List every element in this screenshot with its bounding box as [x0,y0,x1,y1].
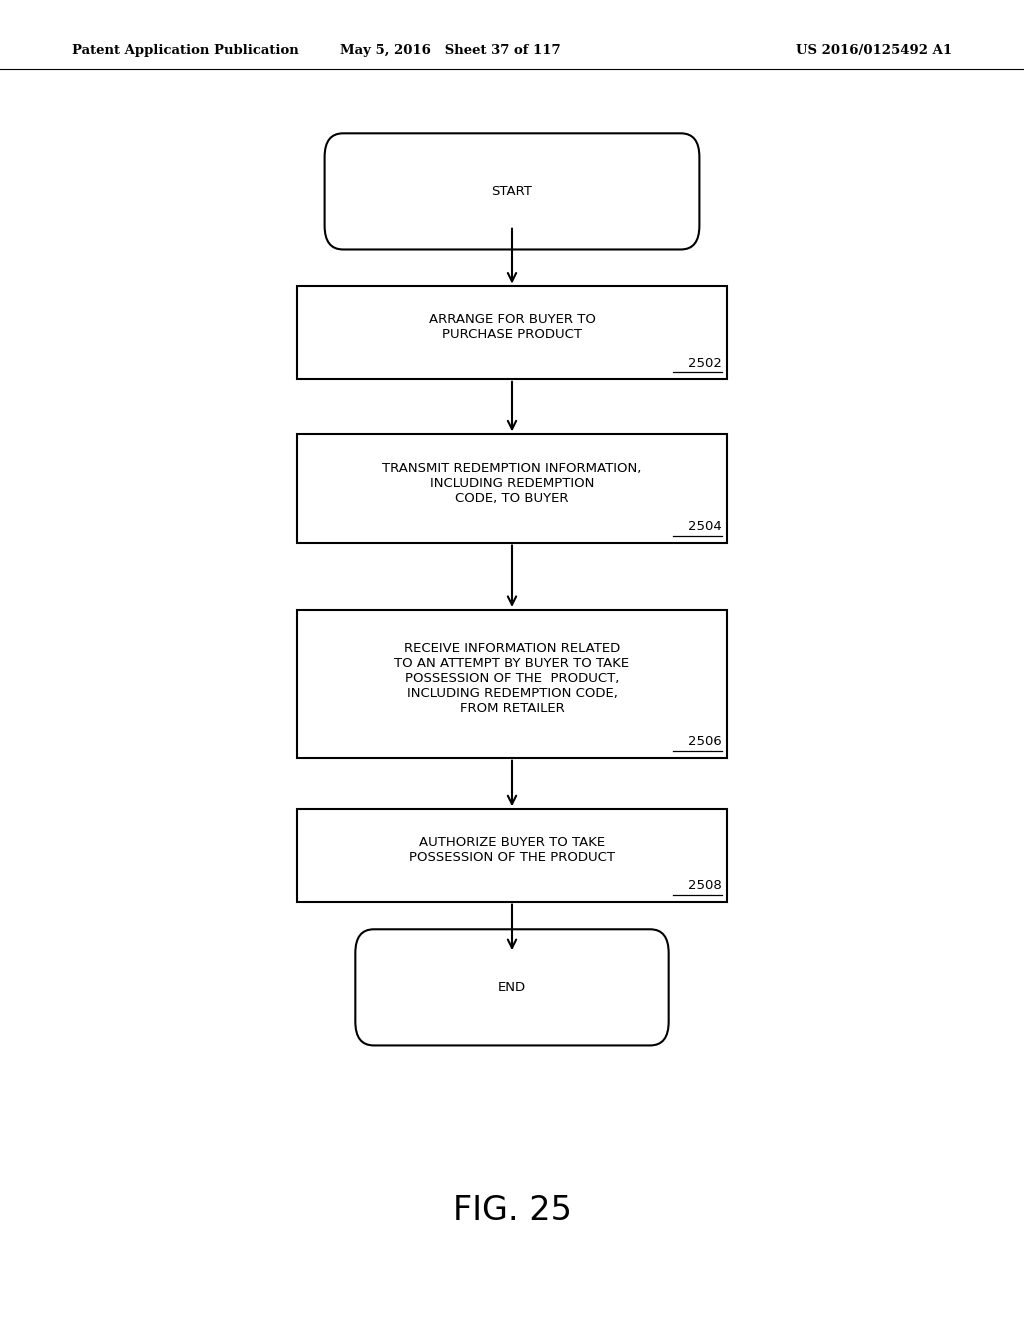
Text: US 2016/0125492 A1: US 2016/0125492 A1 [797,44,952,57]
Text: 2502: 2502 [688,356,722,370]
Bar [297,286,727,379]
Text: TRANSMIT REDEMPTION INFORMATION,
INCLUDING REDEMPTION
CODE, TO BUYER: TRANSMIT REDEMPTION INFORMATION, INCLUDI… [382,462,642,504]
Text: ARRANGE FOR BUYER TO
PURCHASE PRODUCT: ARRANGE FOR BUYER TO PURCHASE PRODUCT [429,313,595,342]
Bar [297,809,727,902]
FancyBboxPatch shape [355,929,669,1045]
Text: RECEIVE INFORMATION RELATED
TO AN ATTEMPT BY BUYER TO TAKE
POSSESSION OF THE  PR: RECEIVE INFORMATION RELATED TO AN ATTEMP… [394,642,630,715]
Text: START: START [492,185,532,198]
Text: 2504: 2504 [688,520,722,533]
Bar [297,610,727,758]
Text: May 5, 2016   Sheet 37 of 117: May 5, 2016 Sheet 37 of 117 [340,44,561,57]
Text: AUTHORIZE BUYER TO TAKE
POSSESSION OF THE PRODUCT: AUTHORIZE BUYER TO TAKE POSSESSION OF TH… [409,836,615,865]
Bar [297,434,727,543]
Text: END: END [498,981,526,994]
Text: Patent Application Publication: Patent Application Publication [72,44,298,57]
FancyBboxPatch shape [325,133,699,249]
Text: 2506: 2506 [688,735,722,748]
Text: FIG. 25: FIG. 25 [453,1193,571,1228]
Text: 2508: 2508 [688,879,722,892]
